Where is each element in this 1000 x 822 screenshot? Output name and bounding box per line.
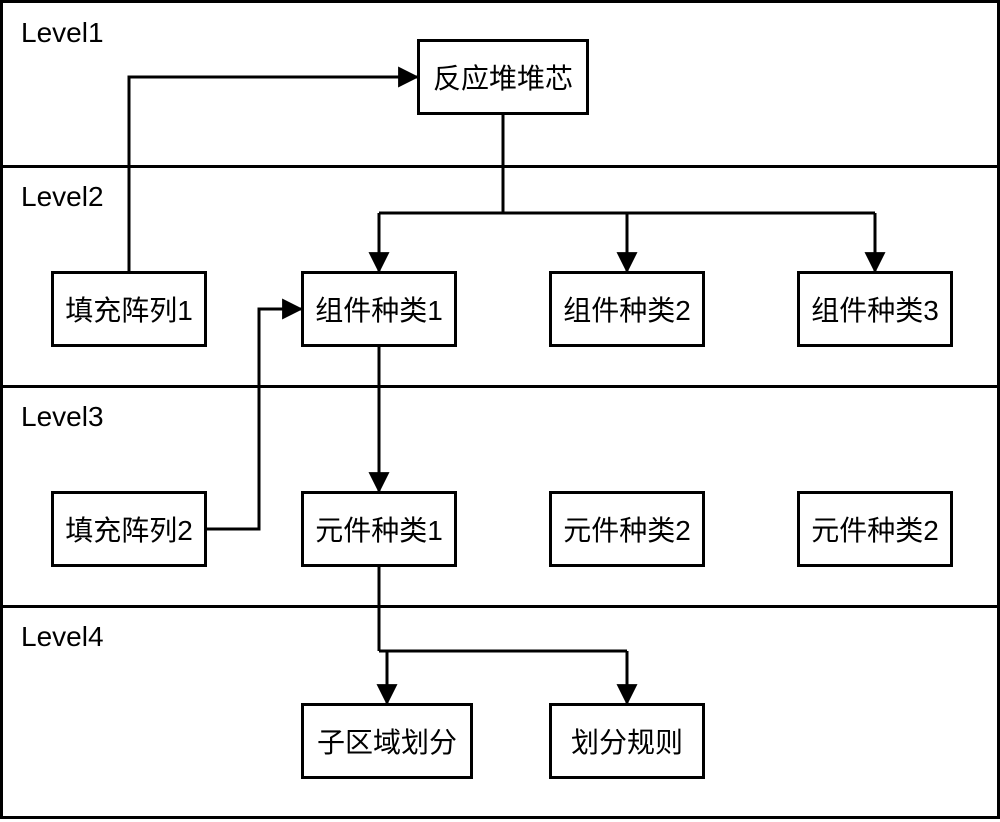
node-fill-array-2: 填充阵列2 xyxy=(51,491,207,567)
node-element-type-3: 元件种类2 xyxy=(797,491,953,567)
diagram-canvas: Level1 Level2 Level3 Level4 反应堆堆芯 填充阵列1 … xyxy=(0,0,1000,819)
level2-label: Level2 xyxy=(21,181,104,213)
edge-fill1-to-root xyxy=(129,77,417,271)
level3-label: Level3 xyxy=(21,401,104,433)
node-root: 反应堆堆芯 xyxy=(417,39,589,115)
edge-fill2-to-ct1 xyxy=(207,309,301,529)
node-component-type-3: 组件种类3 xyxy=(797,271,953,347)
level1-label: Level1 xyxy=(21,17,104,49)
level4-label: Level4 xyxy=(21,621,104,653)
divider-l1-l2 xyxy=(3,165,997,168)
node-element-type-1: 元件种类1 xyxy=(301,491,457,567)
divider-l3-l4 xyxy=(3,605,997,608)
node-component-type-2: 组件种类2 xyxy=(549,271,705,347)
node-element-type-2: 元件种类2 xyxy=(549,491,705,567)
divider-l2-l3 xyxy=(3,385,997,388)
node-division-rule: 划分规则 xyxy=(549,703,705,779)
node-component-type-1: 组件种类1 xyxy=(301,271,457,347)
node-subregion-division: 子区域划分 xyxy=(301,703,473,779)
node-fill-array-1: 填充阵列1 xyxy=(51,271,207,347)
edges-layer xyxy=(3,3,1000,822)
